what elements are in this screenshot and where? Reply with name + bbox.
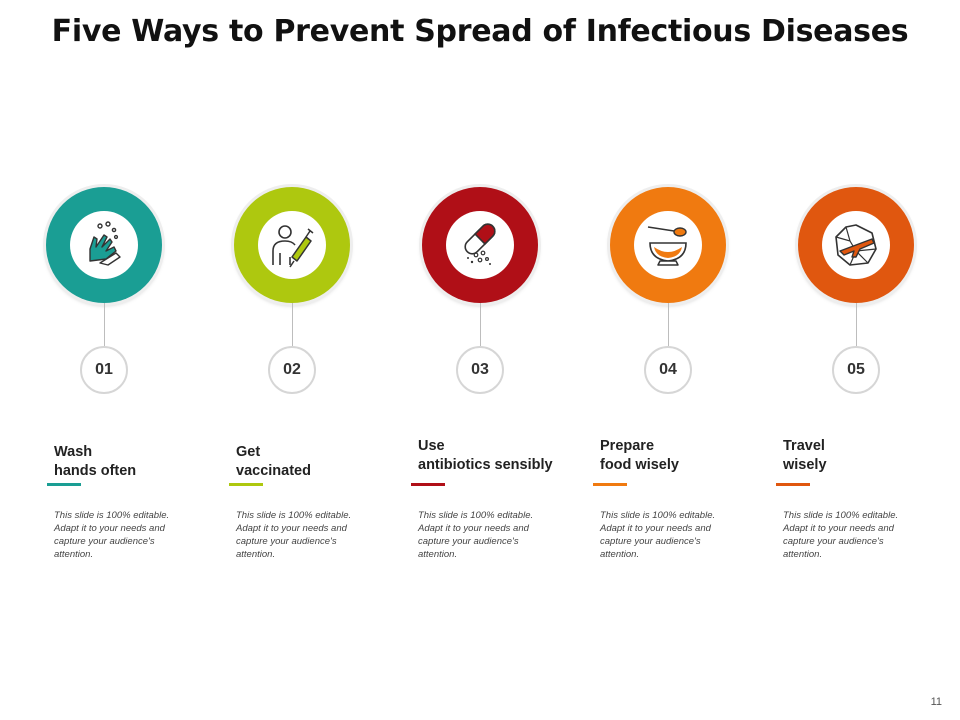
step-label: Use antibiotics sensibly bbox=[418, 438, 553, 473]
step-3-circle bbox=[422, 187, 538, 303]
accent-bar bbox=[229, 483, 263, 486]
step-number: 03 bbox=[456, 346, 504, 394]
step-number: 05 bbox=[832, 346, 880, 394]
accent-bar bbox=[411, 483, 445, 486]
connector-line bbox=[856, 303, 857, 347]
step-label: Travel wisely bbox=[783, 438, 827, 473]
pill-icon bbox=[464, 223, 496, 265]
step-description: This slide is 100% editable. Adapt it to… bbox=[236, 510, 352, 560]
step-description: This slide is 100% editable. Adapt it to… bbox=[54, 510, 170, 560]
step-4-circle bbox=[610, 187, 726, 303]
step-number: 02 bbox=[268, 346, 316, 394]
globe-airplane-icon bbox=[835, 224, 877, 266]
slide-title: Five Ways to Prevent Spread of Infectiou… bbox=[51, 14, 909, 49]
accent-bar bbox=[593, 483, 627, 486]
connector-line bbox=[480, 303, 481, 347]
connector-line bbox=[292, 303, 293, 347]
step-label: Wash hands often bbox=[54, 444, 137, 479]
step-label: Prepare food wisely bbox=[600, 438, 679, 473]
step-description: This slide is 100% editable. Adapt it to… bbox=[600, 510, 716, 560]
step-label: Get vaccinated bbox=[236, 444, 311, 479]
accent-bar bbox=[776, 483, 810, 486]
step-description: This slide is 100% editable. Adapt it to… bbox=[418, 510, 534, 560]
vaccine-icon bbox=[272, 225, 314, 268]
step-1-circle bbox=[46, 187, 162, 303]
step-number: 04 bbox=[644, 346, 692, 394]
connector-line bbox=[668, 303, 669, 347]
step-number: 01 bbox=[80, 346, 128, 394]
connector-line bbox=[104, 303, 105, 347]
step-5-circle bbox=[798, 187, 914, 303]
washing-hands-icon bbox=[89, 221, 121, 266]
step-description: This slide is 100% editable. Adapt it to… bbox=[783, 510, 899, 560]
food-bowl-icon bbox=[647, 226, 687, 266]
accent-bar bbox=[47, 483, 81, 486]
step-2-circle bbox=[234, 187, 350, 303]
page-number: 11 bbox=[930, 696, 942, 708]
